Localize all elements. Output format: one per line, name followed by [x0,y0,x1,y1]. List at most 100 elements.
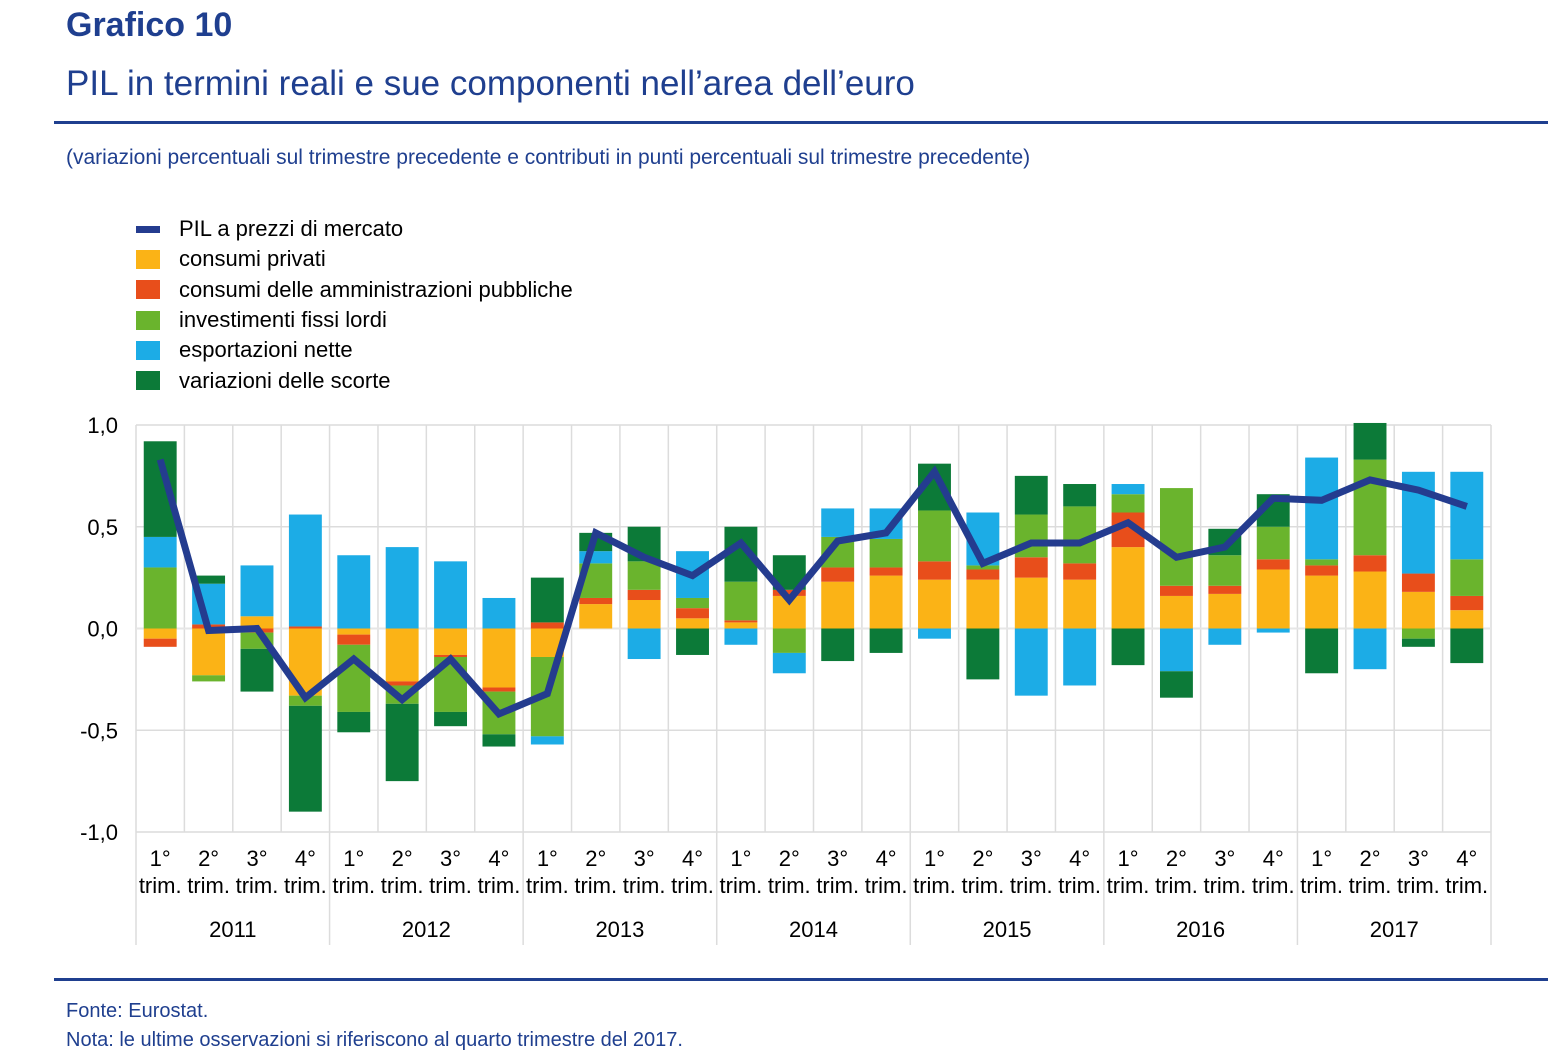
figure-number: Grafico 10 [66,6,233,44]
x-tick-trim: trim. [671,873,714,898]
x-tick-trim: trim. [1349,873,1392,898]
x-axis: 1°trim.2°trim.3°trim.4°trim.1°trim.2°tri… [135,832,1492,945]
bar-segment-investimenti-fissi-lordi [1353,459,1387,556]
bar-segment-consumi-privati [337,628,371,635]
x-tick-quarter: 3° [1408,846,1429,871]
y-tick-label: 0,5 [87,515,118,540]
bar-segment-variazioni-delle-scorte [192,575,226,584]
x-tick-quarter: 3° [246,846,267,871]
bar-segment-consumi-delle-amministrazioni-pubbliche [1159,585,1193,596]
footnote: Nota: le ultime osservazioni si riferisc… [66,1029,683,1051]
legend-label: PIL a prezzi di mercato [179,216,404,242]
bar-segment-variazioni-delle-scorte [288,705,322,812]
bar-segment-investimenti-fissi-lordi [869,538,903,568]
footer-divider [54,978,1548,981]
bar-segment-consumi-privati [869,575,903,629]
bar-segment-investimenti-fissi-lordi [1450,559,1484,596]
bar-segment-consumi-privati [1208,593,1242,629]
legend-item-net-exports: esportazioni nette [136,335,573,365]
x-tick-trim: trim. [865,873,908,898]
bar-segment-esportazioni-nette [385,547,419,629]
bar-segment-consumi-delle-amministrazioni-pubbliche [385,681,419,686]
x-tick-trim: trim. [284,873,327,898]
chart-title: PIL in termini reali e sue componenti ne… [66,64,915,103]
bar-segment-consumi-delle-amministrazioni-pubbliche [530,622,564,629]
x-tick-quarter: 1° [537,846,558,871]
x-tick-quarter: 3° [440,846,461,871]
legend-label: consumi privati [179,246,326,272]
bar-segment-esportazioni-nette [288,514,322,627]
bar-segment-esportazioni-nette [530,736,564,745]
bar-segment-consumi-privati [385,628,419,682]
bar-segment-investimenti-fissi-lordi [676,597,709,609]
bar-segment-investimenti-fissi-lordi [1159,488,1193,586]
bar-segment-esportazioni-nette [1450,471,1484,560]
bar-segment-consumi-privati [1256,569,1290,629]
bar-segment-investimenti-fissi-lordi [966,565,1000,570]
x-tick-trim: trim. [332,873,375,898]
bar-segment-esportazioni-nette [337,555,371,629]
legend: PIL a prezzi di mercato consumi privati … [136,214,573,396]
legend-item-investment: investimenti fissi lordi [136,305,573,335]
bar-segment-variazioni-delle-scorte [1014,475,1048,515]
x-tick-trim: trim. [1155,873,1198,898]
legend-swatch-gdp [136,225,160,233]
bar-segment-consumi-delle-amministrazioni-pubbliche [1401,573,1435,592]
header-divider [54,121,1548,124]
bar-segment-esportazioni-nette [918,628,951,639]
x-tick-quarter: 1° [150,846,171,871]
bar-segment-consumi-delle-amministrazioni-pubbliche [1450,595,1484,611]
bar-segment-esportazioni-nette [627,628,661,660]
x-tick-trim: trim. [429,873,472,898]
bar-segment-variazioni-delle-scorte [1353,422,1387,460]
bar-segment-esportazioni-nette [1353,628,1387,670]
bar-segment-consumi-privati [1353,571,1387,629]
bar-segment-variazioni-delle-scorte [1111,628,1145,666]
x-tick-year: 2014 [789,917,838,942]
x-tick-quarter: 1° [1311,846,1332,871]
bar-segment-consumi-delle-amministrazioni-pubbliche [1305,565,1339,576]
bar-segment-consumi-privati [918,579,951,629]
bar-segment-investimenti-fissi-lordi [918,510,951,562]
bar-segment-consumi-privati [1305,575,1339,629]
x-tick-trim: trim. [381,873,424,898]
x-tick-quarter: 3° [634,846,655,871]
x-tick-trim: trim. [1397,873,1440,898]
x-tick-trim: trim. [139,873,182,898]
bar-segment-consumi-privati [724,622,758,629]
bar-segment-consumi-delle-amministrazioni-pubbliche [1014,557,1048,578]
x-tick-trim: trim. [1252,873,1295,898]
bar-segment-variazioni-delle-scorte [1401,638,1435,647]
legend-item-private-consumption: consumi privati [136,244,573,274]
legend-label: variazioni delle scorte [179,367,391,393]
x-tick-quarter: 2° [779,846,800,871]
bar-segment-variazioni-delle-scorte [1159,671,1193,698]
x-tick-trim: trim. [526,873,569,898]
bar-segment-consumi-privati [1401,591,1435,629]
bar-segment-variazioni-delle-scorte [1450,628,1484,664]
bar-segment-investimenti-fissi-lordi [192,675,226,682]
x-tick-trim: trim. [478,873,521,898]
y-tick-label: 0,0 [87,617,118,642]
bar-segment-variazioni-delle-scorte [821,628,855,662]
bar-segment-variazioni-delle-scorte [676,628,709,655]
bars [143,422,1484,812]
x-tick-year: 2012 [402,917,451,942]
bar-segment-consumi-privati [1014,577,1048,629]
y-tick-label: -0,5 [80,718,118,743]
bar-segment-consumi-delle-amministrazioni-pubbliche [724,620,758,623]
bar-segment-esportazioni-nette [482,597,516,629]
bar-segment-consumi-delle-amministrazioni-pubbliche [676,608,709,619]
bar-segment-esportazioni-nette [772,652,806,674]
bar-segment-consumi-delle-amministrazioni-pubbliche [337,634,371,645]
x-tick-trim: trim. [1445,873,1488,898]
x-tick-trim: trim. [1300,873,1343,898]
x-tick-trim: trim. [187,873,230,898]
x-tick-quarter: 2° [585,846,606,871]
bar-segment-esportazioni-nette [143,536,177,568]
bar-segment-consumi-privati [676,618,709,629]
x-tick-year: 2011 [209,917,256,942]
bar-segment-variazioni-delle-scorte [1063,484,1097,507]
bar-segment-esportazioni-nette [724,628,758,645]
x-tick-trim: trim. [913,873,956,898]
